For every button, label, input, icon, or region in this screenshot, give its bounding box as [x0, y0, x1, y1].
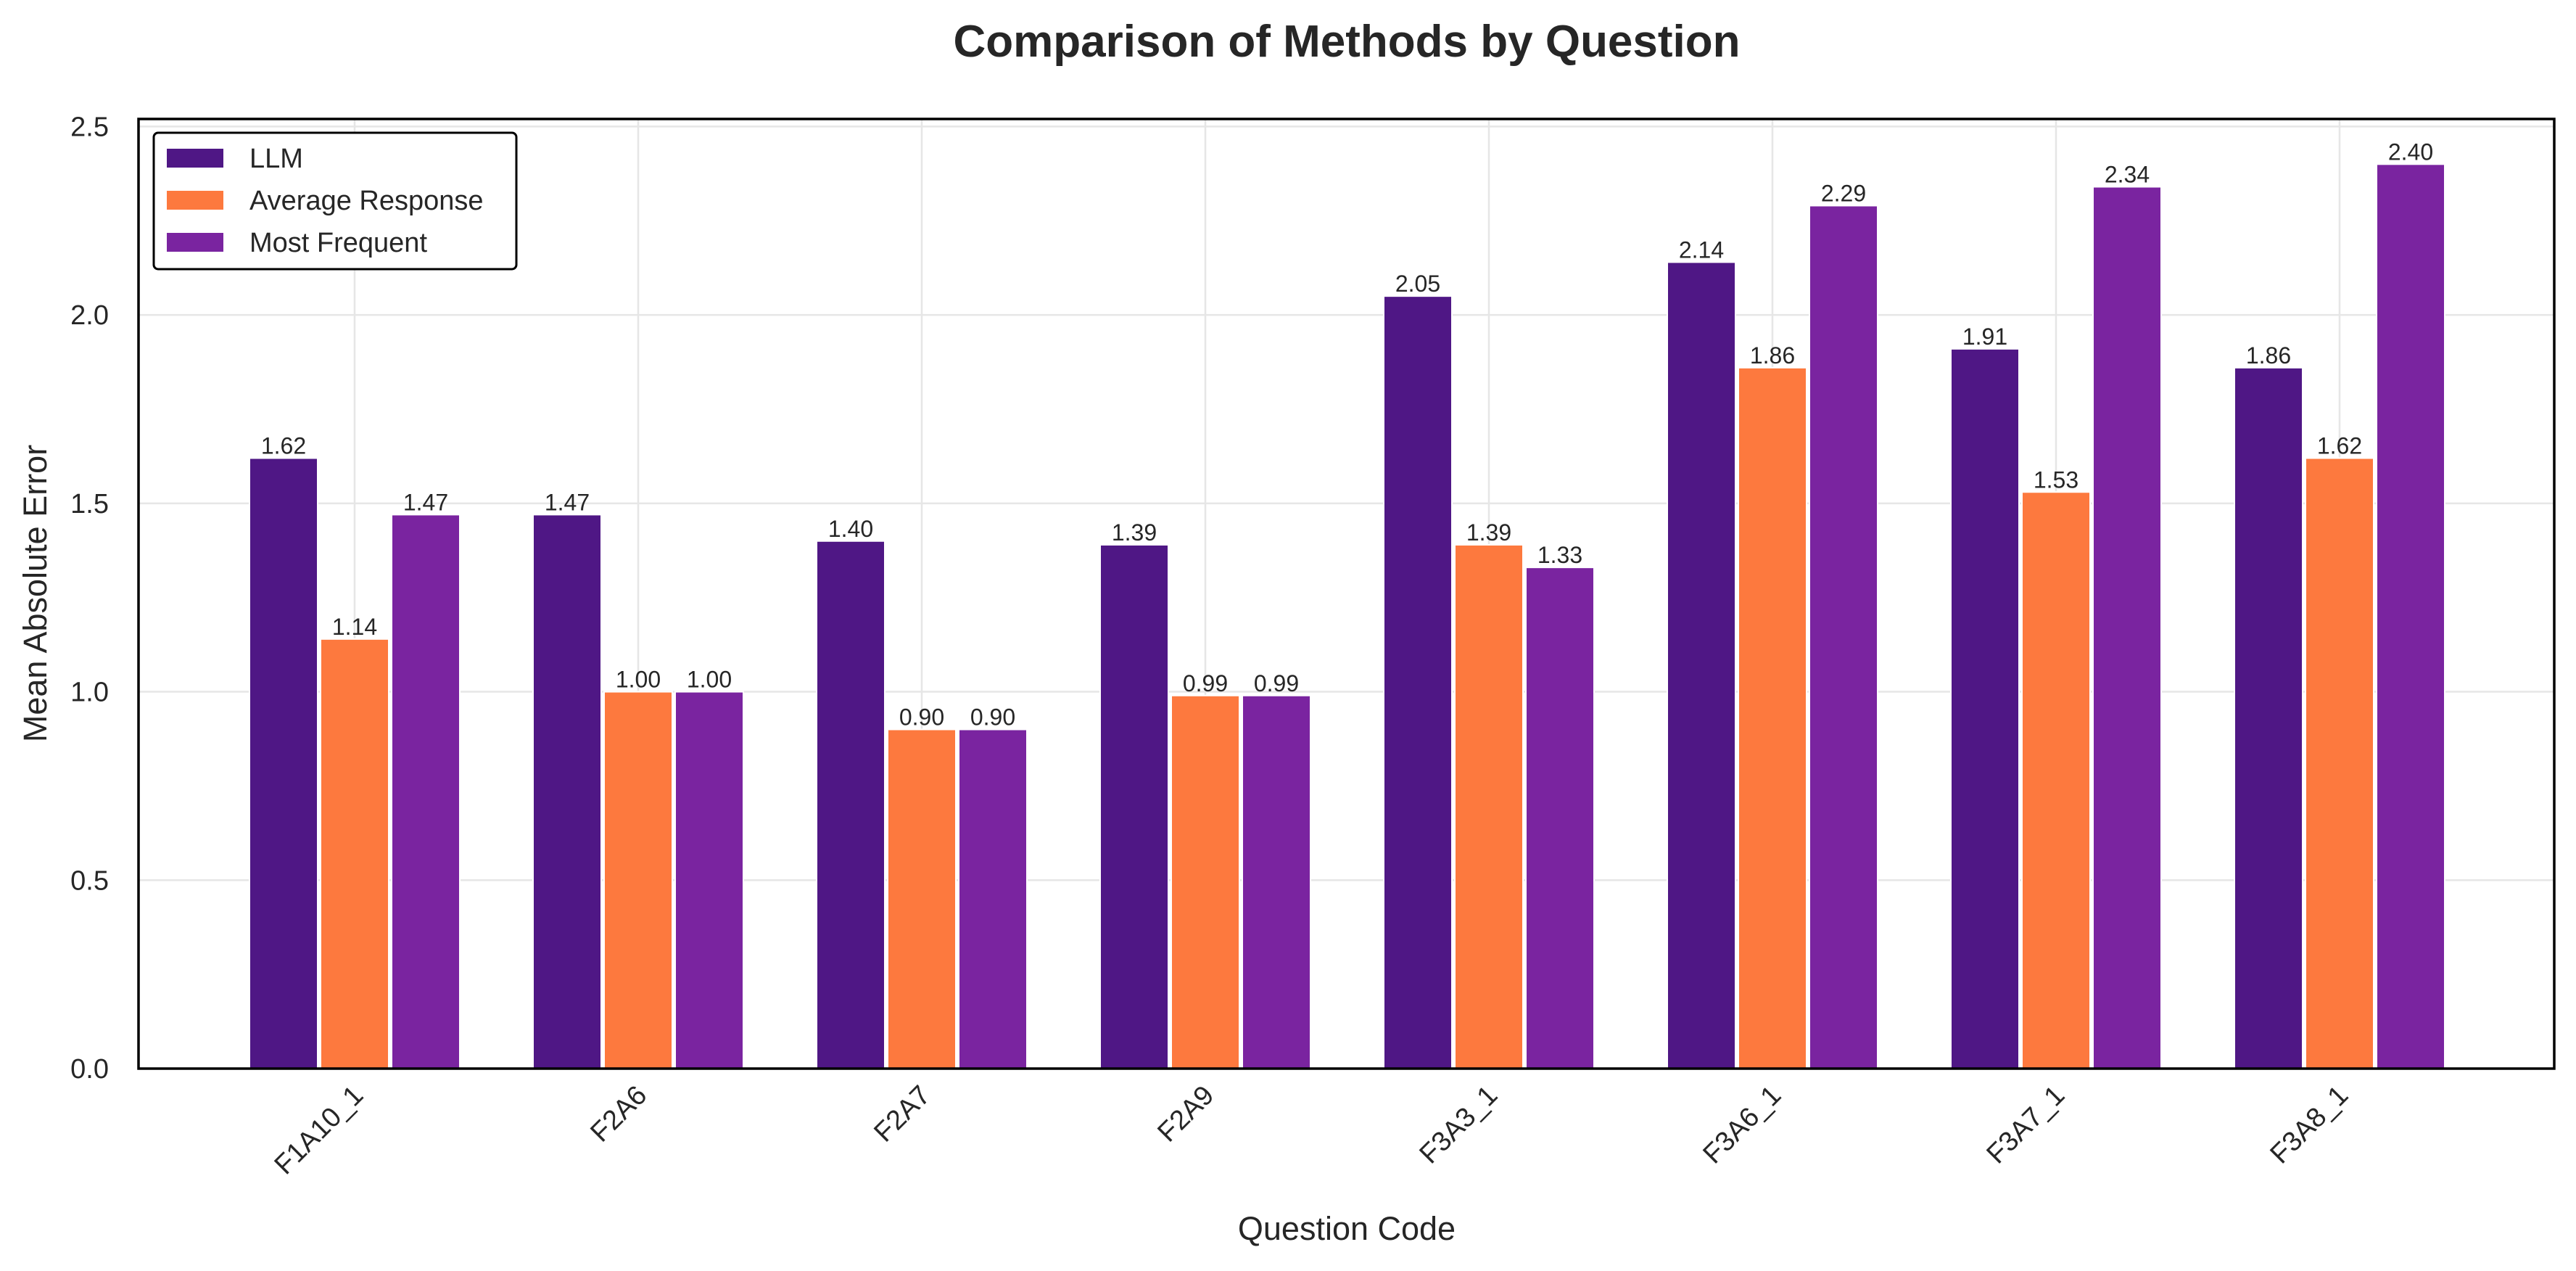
y-axis-ticks: 0.0 0.5 1.0 1.5 2.0 2.5	[70, 112, 109, 1085]
data-label: 1.62	[2317, 433, 2362, 459]
x-tick-label: F3A7_1	[1981, 1080, 2071, 1170]
data-label: 1.53	[2034, 466, 2078, 493]
data-label: 0.99	[1254, 670, 1299, 696]
y-tick-label: 2.0	[70, 300, 109, 331]
bar-average-response	[2021, 491, 2091, 1069]
legend-swatch-llm	[167, 149, 223, 168]
x-tick-label: F3A6_1	[1698, 1080, 1788, 1170]
data-label: 2.40	[2388, 139, 2433, 165]
data-label: 1.14	[332, 614, 377, 640]
data-label: 2.29	[1821, 180, 1866, 206]
data-label: 2.05	[1395, 271, 1440, 297]
data-label: 1.00	[616, 667, 661, 693]
data-label: 1.39	[1112, 519, 1157, 546]
data-label: 1.33	[1537, 542, 1582, 568]
bar-most-frequent	[2376, 163, 2445, 1069]
x-tick-label: F3A8_1	[2265, 1080, 2355, 1170]
x-tick-label: F3A3_1	[1414, 1080, 1504, 1170]
bar-average-response	[1454, 543, 1524, 1069]
bar-llm	[249, 457, 318, 1069]
bar-average-response	[320, 638, 389, 1069]
bar-llm	[1950, 347, 2020, 1070]
bar-average-response	[2305, 457, 2374, 1069]
y-tick-label: 0.0	[70, 1054, 109, 1085]
x-tick-label: F2A7	[868, 1080, 936, 1148]
legend-swatch-average-response	[167, 191, 223, 210]
legend-label-most-frequent: Most Frequent	[249, 228, 427, 258]
bar-average-response	[887, 728, 957, 1069]
y-axis-label: Mean Absolute Error	[17, 445, 54, 742]
bar-average-response	[1171, 694, 1240, 1069]
data-label: 0.99	[1183, 670, 1228, 696]
data-label: 1.39	[1466, 519, 1511, 546]
bar-llm	[532, 514, 602, 1069]
bar-llm	[1383, 295, 1453, 1069]
x-tick-label: F1A10_1	[269, 1080, 370, 1181]
bar-average-response	[603, 691, 673, 1069]
y-tick-label: 0.5	[70, 865, 109, 896]
data-label: 1.00	[687, 667, 732, 693]
bar-llm	[816, 540, 886, 1069]
data-label: 1.86	[2246, 342, 2291, 369]
bar-most-frequent	[674, 691, 744, 1069]
bar-most-frequent	[391, 514, 461, 1069]
x-tick-label: F2A6	[585, 1080, 653, 1148]
legend-label-average-response: Average Response	[249, 186, 484, 216]
bar-llm	[1667, 261, 1736, 1069]
x-axis-ticks: F1A10_1 F2A6 F2A7 F2A9 F3A3_1 F3A6_1 F3A7_1 F3A…	[269, 1080, 2355, 1181]
legend-label-llm: LLM	[249, 144, 303, 174]
x-tick-label: F2A9	[1152, 1080, 1220, 1148]
bar-most-frequent	[1242, 694, 1311, 1069]
bar-most-frequent	[1809, 205, 1878, 1070]
data-label: 1.47	[545, 489, 590, 515]
bar-most-frequent	[958, 728, 1028, 1069]
legend-frame	[152, 131, 518, 271]
data-label: 1.47	[403, 489, 448, 515]
bar-most-frequent	[2092, 186, 2162, 1069]
bar-most-frequent	[1525, 567, 1595, 1069]
bar-average-response	[1738, 366, 1807, 1070]
bar-group	[249, 163, 2445, 1070]
data-label: 1.91	[1962, 324, 2007, 350]
data-label: 2.34	[2105, 162, 2150, 188]
y-tick-label: 1.0	[70, 678, 109, 708]
data-label: 1.62	[261, 433, 306, 459]
data-label: 2.14	[1679, 236, 1724, 263]
plot-frame	[137, 118, 2556, 1070]
legend: LLM Average Response Most Frequent	[152, 131, 518, 271]
chart-title: Comparison of Methods by Question	[953, 17, 1740, 67]
data-label: 1.40	[828, 516, 873, 542]
y-tick-label: 2.5	[70, 112, 109, 142]
data-label: 1.86	[1750, 342, 1795, 369]
legend-swatch-most-frequent	[167, 233, 223, 252]
data-label: 0.90	[899, 704, 944, 731]
bar-llm	[2234, 366, 2303, 1070]
y-tick-label: 1.5	[70, 489, 109, 519]
x-axis-label: Question Code	[1238, 1210, 1456, 1247]
bar-llm	[1099, 543, 1169, 1069]
data-label: 0.90	[970, 704, 1015, 731]
data-labels: 1.62 1.47 1.40 1.39 2.05 2.14 1.91 1.86 1.14 1.00…	[261, 139, 2433, 730]
